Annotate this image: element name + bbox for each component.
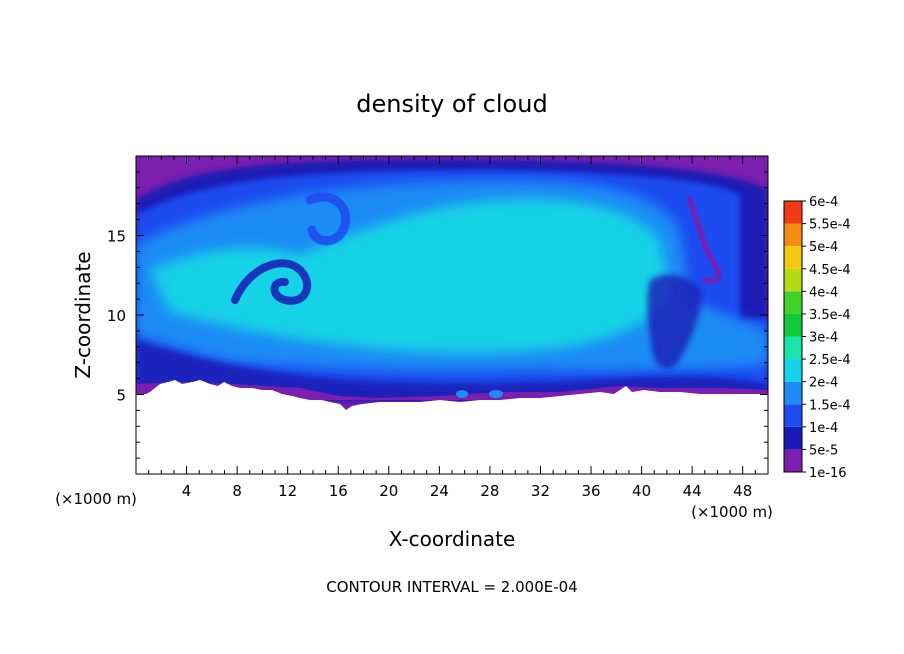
colorbar-segment (784, 246, 802, 269)
colorbar-label: 1e-4 (809, 421, 838, 436)
x-tick-label: 48 (733, 482, 752, 500)
colorbar-label: 4e-4 (809, 285, 838, 300)
feature-right (687, 197, 722, 285)
colorbar-label: 4.5e-4 (809, 263, 851, 278)
colorbar-label: 1.5e-4 (809, 398, 851, 413)
colorbar-label: 3e-4 (809, 331, 838, 346)
plot-area (136, 156, 768, 474)
colorbar-segment (784, 336, 802, 360)
chart-title: density of cloud (356, 90, 547, 118)
colorbar-segment (784, 359, 802, 382)
colorbar-label: 1e-16 (809, 466, 847, 481)
colorbar-segment (784, 268, 802, 292)
colorbar-label: 2e-4 (809, 376, 838, 391)
colorbar-label: 5e-4 (809, 240, 838, 255)
swirl-mid (305, 192, 351, 246)
x-tick-label: 8 (232, 482, 242, 500)
colorbar-segment (784, 223, 802, 247)
x-tick-label: 4 (182, 482, 192, 500)
colorbar-segment (784, 313, 802, 337)
x-tick-label: 40 (632, 482, 651, 500)
y-axis-label: Z-coordinate (71, 251, 95, 378)
x-tick-label: 24 (430, 482, 449, 500)
blob-2 (489, 390, 503, 398)
swirl-left (231, 259, 312, 305)
terrain-mask (136, 380, 768, 474)
contour-interval-note: CONTOUR INTERVAL = 2.000E-04 (326, 578, 577, 596)
x-tick-label: 12 (278, 482, 297, 500)
colorbar-label: 3.5e-4 (809, 308, 851, 323)
field-cyan (150, 199, 670, 353)
colorbar-segment (784, 381, 802, 405)
x-tick-label: 28 (480, 482, 499, 500)
x-tick-label: 32 (531, 482, 550, 500)
x-tick-label: 44 (683, 482, 702, 500)
x-axis-label: X-coordinate (389, 527, 516, 551)
y-tick-label: 10 (107, 307, 126, 325)
colorbar: 1e-16 5e-5 1e-4 1.5e-4 2e-4 2.5e-4 3e-4 3.5e-4 4… (783, 195, 851, 481)
colorbar-segment (784, 404, 802, 427)
colorbar-segment (784, 291, 802, 314)
y-tick-label: 5 (116, 387, 126, 405)
y-tick-label: 15 (107, 228, 126, 246)
colorbar-label: 2.5e-4 (809, 353, 851, 368)
colorbar-label: 6e-4 (809, 195, 838, 210)
x-tick-label: 36 (581, 482, 600, 500)
x-tick-label: 20 (379, 482, 398, 500)
colorbar-segment (784, 426, 802, 450)
feature-right-2 (647, 274, 701, 369)
blob-1 (456, 390, 468, 398)
x-axis-ticks: 4 8 12 16 20 24 28 32 36 40 44 48 (148, 156, 756, 500)
colorbar-segment (784, 449, 802, 472)
colorbar-label: 5.5e-4 (809, 218, 851, 233)
x-unit-label-right: (×1000 m) (691, 503, 773, 521)
y-axis-ticks: 5 10 15 (107, 171, 768, 459)
x-unit-label-left: (×1000 m) (55, 490, 137, 508)
x-tick-label: 16 (329, 482, 348, 500)
field-lower-band (136, 340, 768, 400)
colorbar-segment (784, 201, 802, 224)
colorbar-label: 5e-5 (809, 443, 838, 458)
